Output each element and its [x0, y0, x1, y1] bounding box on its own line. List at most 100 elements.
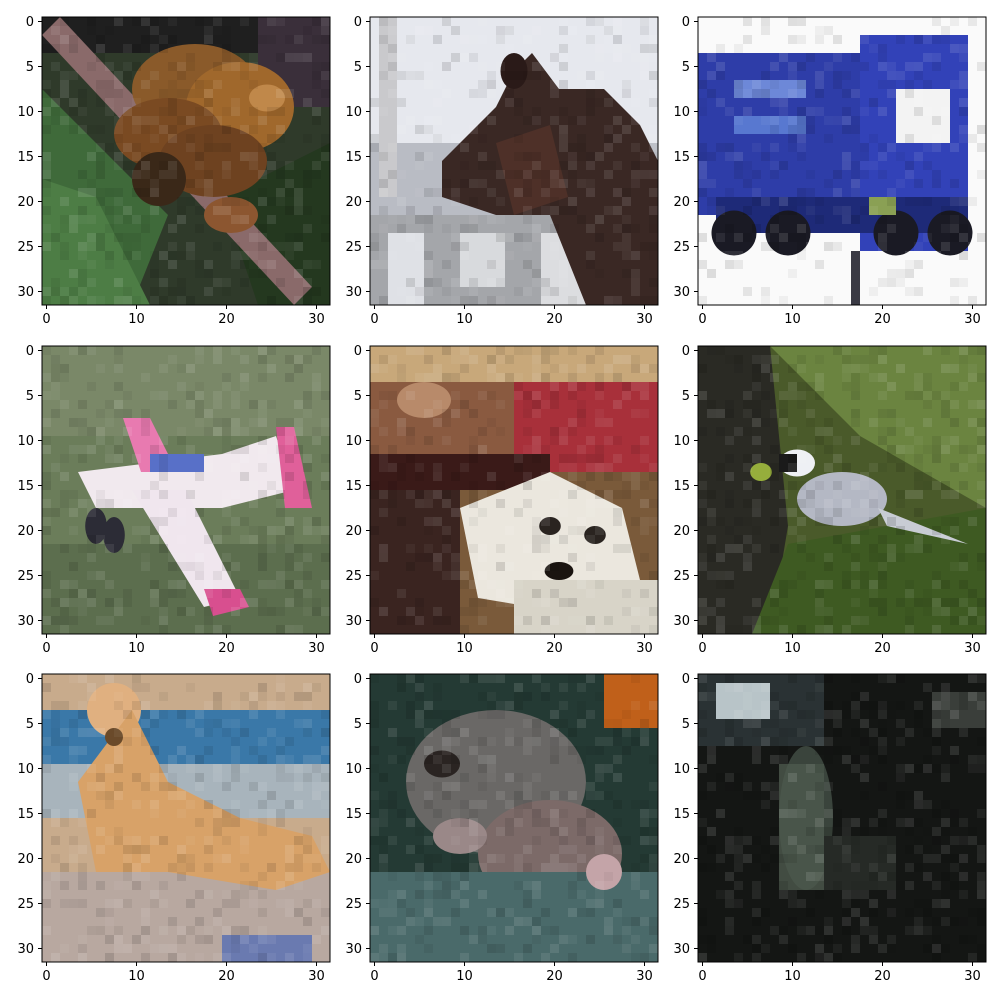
- image-pixel-noise: [451, 134, 460, 143]
- image-pixel-noise: [78, 427, 87, 436]
- image-pixel-noise: [869, 463, 878, 472]
- image-pixel-noise: [806, 107, 815, 116]
- image-pixel-noise: [204, 89, 213, 98]
- image-pixel-noise: [559, 161, 568, 170]
- image-pixel-noise: [177, 935, 186, 944]
- image-pixel-noise: [222, 508, 231, 517]
- image-pixel-noise: [523, 692, 532, 701]
- image-pixels: [370, 17, 658, 305]
- image-pixel-noise: [725, 107, 734, 116]
- image-pixel-noise: [932, 809, 941, 818]
- image-pixel-noise: [523, 881, 532, 890]
- image-pixel-noise: [123, 737, 132, 746]
- image-pixel-noise: [222, 899, 231, 908]
- image-pixel-noise: [770, 143, 779, 152]
- image-pixel-noise: [186, 719, 195, 728]
- image-pixel-noise: [231, 197, 240, 206]
- image-pixel-noise: [586, 562, 595, 571]
- image-pixel-noise: [923, 845, 932, 854]
- image-pixel-noise: [487, 215, 496, 224]
- image-pixel-noise: [60, 881, 69, 890]
- image-pixel-noise: [370, 710, 379, 719]
- image-pixel-noise: [860, 580, 869, 589]
- image-pixel-noise: [595, 391, 604, 400]
- image-pixel-noise: [87, 215, 96, 224]
- image-pixel-noise: [87, 427, 96, 436]
- image-pixel-noise: [186, 251, 195, 260]
- image-pixel-noise: [258, 953, 267, 962]
- image-pixel-noise: [806, 409, 815, 418]
- image-pixel-noise: [231, 242, 240, 251]
- image-pixel-noise: [222, 782, 231, 791]
- image-pixel-noise: [285, 800, 294, 809]
- image-pixel-noise: [451, 409, 460, 418]
- image-pixel-noise: [959, 701, 968, 710]
- image-region: [397, 382, 451, 418]
- image-pixel-noise: [613, 188, 622, 197]
- image-pixel-noise: [851, 382, 860, 391]
- image-pixel-noise: [213, 827, 222, 836]
- image-pixel-noise: [42, 764, 51, 773]
- image-pixel-noise: [159, 544, 168, 553]
- image-pixel-noise: [433, 188, 442, 197]
- image-region: [159, 125, 267, 197]
- image-region: [779, 449, 815, 477]
- image-pixel-noise: [415, 553, 424, 562]
- image-pixel-noise: [60, 224, 69, 233]
- image-pixel-noise: [914, 373, 923, 382]
- image-pixel-noise: [613, 134, 622, 143]
- image-pixel-noise: [622, 382, 631, 391]
- image-pixel-noise: [577, 755, 586, 764]
- image-pixel-noise: [433, 116, 442, 125]
- image-pixel-noise: [806, 926, 815, 935]
- image-pixel-noise: [833, 953, 842, 962]
- image-pixel-noise: [132, 44, 141, 53]
- image-pixel-noise: [141, 701, 150, 710]
- image-pixel-noise: [415, 872, 424, 881]
- image-pixel-noise: [460, 364, 469, 373]
- image-pixel-noise: [631, 935, 640, 944]
- image-pixel-noise: [770, 472, 779, 481]
- image-pixel-noise: [114, 400, 123, 409]
- image-pixel-noise: [649, 917, 658, 926]
- image-pixel-noise: [249, 782, 258, 791]
- image-pixel-noise: [397, 472, 406, 481]
- image-region: [604, 674, 658, 728]
- image-pixel-noise: [586, 710, 595, 719]
- image-pixel-noise: [415, 890, 424, 899]
- image-pixel-noise: [177, 926, 186, 935]
- image-pixel-noise: [60, 899, 69, 908]
- image-pixel-noise: [379, 863, 388, 872]
- image-pixel-noise: [878, 143, 887, 152]
- image-pixel-noise: [968, 346, 977, 355]
- image-pixel-noise: [559, 269, 568, 278]
- image-pixel-noise: [698, 260, 707, 269]
- image-pixel-noise: [240, 445, 249, 454]
- image-pixel-noise: [267, 134, 276, 143]
- image-pixel-noise: [577, 116, 586, 125]
- image-pixel-noise: [613, 836, 622, 845]
- image-pixel-noise: [303, 854, 312, 863]
- image-pixel-noise: [150, 944, 159, 953]
- x-tick-label: 20: [218, 969, 235, 984]
- image-pixel-noise: [631, 269, 640, 278]
- image-pixel-noise: [770, 755, 779, 764]
- image-pixel-noise: [388, 89, 397, 98]
- image-pixel-noise: [132, 800, 141, 809]
- image-pixel-noise: [69, 35, 78, 44]
- image-pixel-noise: [141, 845, 150, 854]
- image-pixel-noise: [905, 764, 914, 773]
- image-pixel-noise: [842, 71, 851, 80]
- image-pixel-noise: [586, 908, 595, 917]
- image-pixel-noise: [932, 26, 941, 35]
- image-pixel-noise: [550, 206, 559, 215]
- image-region: [539, 517, 561, 535]
- image-pixel-noise: [577, 818, 586, 827]
- image-pixel-noise: [303, 170, 312, 179]
- image-pixel-noise: [568, 418, 577, 427]
- image-pixel-noise: [451, 472, 460, 481]
- image-pixel-noise: [487, 674, 496, 683]
- image-pixel-noise: [460, 346, 469, 355]
- image-pixel-noise: [532, 737, 541, 746]
